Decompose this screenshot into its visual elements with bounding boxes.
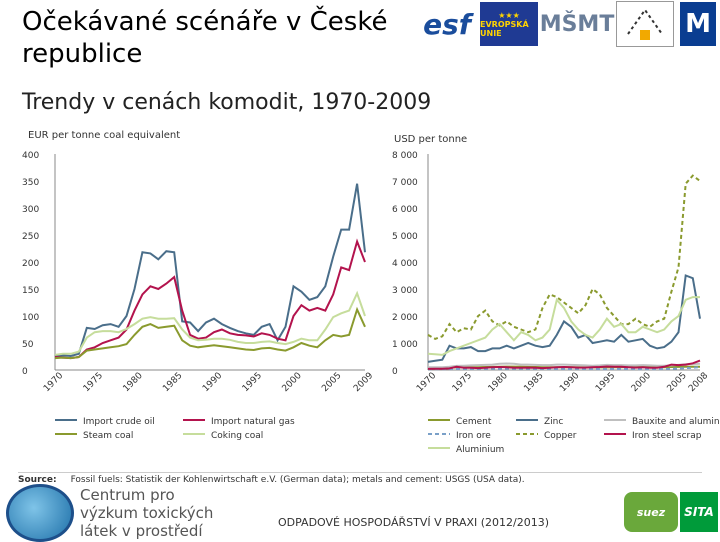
x-tick-label: 1975: [82, 371, 105, 394]
right-ylabel: USD per tonne: [394, 134, 467, 145]
header-logos: esf ★★★ EVROPSKÁ UNIE MŠMT M: [420, 0, 716, 48]
y-tick-label: 2 000: [392, 313, 418, 323]
legend-label: Iron steel scrap: [632, 431, 702, 441]
y-tick-label: 8 000: [392, 151, 418, 161]
course-name: ODPADOVÉ HOSPODÁŘSTVÍ V PRAXI (2012/2013…: [278, 516, 550, 529]
x-tick-label: 1970: [42, 371, 65, 394]
center-logo: Centrum pro výzkum toxických látek v pro…: [6, 484, 230, 542]
series-line-import-natural-gas: [54, 238, 366, 360]
op-logo: [616, 1, 674, 47]
legend-label: Bauxite and alumina: [632, 417, 720, 427]
chart-fossil-fuels: EUR per tonne coal equivalent 0 50 100 150 2…: [22, 130, 376, 441]
legend-label: Copper: [544, 431, 577, 441]
y-tick-label: 250: [22, 232, 39, 242]
x-tick-label: 1975: [451, 371, 474, 394]
series-line-copper: [427, 174, 701, 340]
y-tick-label: 50: [22, 340, 34, 350]
op-logo-icon: [627, 8, 663, 40]
slide-title: Očekávané scénáře v České republice: [22, 7, 388, 69]
series-line-import-crude-oil: [54, 183, 366, 358]
x-tick-label: 1995: [594, 371, 617, 394]
chart-metals: USD per tonne 0 1 000 2 000 3 000 4 000 5 000…: [392, 134, 720, 455]
legend-label: Iron ore: [456, 431, 491, 441]
slide-subtitle: Trendy v cenách komodit, 1970-2009: [22, 90, 432, 115]
y-tick-label: 150: [22, 286, 39, 296]
charts-area: EUR per tonne coal equivalent 0 50 100 150 2…: [22, 130, 720, 455]
x-tick-label: 1980: [122, 371, 145, 394]
y-tick-label: 1 000: [392, 340, 418, 350]
y-tick-label: 0: [22, 367, 28, 377]
x-tick-label: 2005: [666, 371, 689, 394]
y-tick-label: 6 000: [392, 205, 418, 215]
source-label: Source:: [18, 475, 57, 485]
legend-label: Coking coal: [211, 431, 263, 441]
series-line-coking-coal: [54, 290, 366, 356]
y-tick-label: 4 000: [392, 259, 418, 269]
series-line-bauxite-and-alumina: [428, 362, 701, 369]
y-tick-label: 7 000: [392, 178, 418, 188]
y-tick-label: 350: [22, 178, 39, 188]
eu-logo: ★★★ EVROPSKÁ UNIE: [480, 2, 538, 46]
y-tick-label: 400: [22, 151, 39, 161]
x-tick-label: 2009: [352, 371, 375, 394]
suez-logo: suez: [624, 492, 678, 532]
legend-label: Cement: [456, 417, 492, 427]
legend-label: Aluminium: [456, 445, 504, 455]
y-tick-label: 100: [22, 313, 39, 323]
series-line-iron-steel-scrap: [427, 359, 701, 370]
msmt-logo: MŠMT: [539, 11, 615, 37]
x-tick-label: 1985: [161, 371, 184, 394]
x-tick-label: 2005: [320, 371, 343, 394]
legend-label: Import crude oil: [83, 417, 155, 427]
y-tick-label: 0: [392, 367, 398, 377]
y-tick-label: 5 000: [392, 232, 418, 242]
x-tick-label: 1980: [487, 371, 510, 394]
x-tick-label: 2000: [281, 371, 304, 394]
y-tick-label: 300: [22, 205, 39, 215]
globe-icon: [6, 484, 74, 542]
eu-label: EVROPSKÁ UNIE: [480, 19, 529, 38]
sita-logo: SITA: [680, 492, 718, 532]
y-tick-label: 200: [22, 259, 39, 269]
center-name: Centrum pro výzkum toxických látek v pro…: [80, 486, 214, 540]
series-line-zinc: [427, 274, 701, 363]
series-line-steam-coal: [54, 306, 366, 360]
eu-stars-icon: ★★★: [498, 10, 520, 20]
series-line-aluminium: [427, 296, 700, 356]
source-text: Fossil fuels: Statistik der Kohlenwirtsc…: [70, 475, 525, 485]
x-tick-label: 1990: [558, 371, 581, 394]
y-tick-label: 3 000: [392, 286, 418, 296]
legend-label: Zinc: [544, 417, 563, 427]
legend-label: Import natural gas: [211, 417, 295, 427]
x-tick-label: 1990: [201, 371, 224, 394]
x-tick-label: 1995: [241, 371, 264, 394]
x-tick-label: 2008: [687, 371, 710, 394]
x-tick-label: 1970: [415, 371, 438, 394]
x-tick-label: 2000: [630, 371, 653, 394]
mu-logo: M: [680, 2, 716, 46]
x-tick-label: 1985: [522, 371, 545, 394]
esf-logo: esf: [423, 7, 471, 41]
source-note: Source: Fossil fuels: Statistik der Kohl…: [18, 472, 702, 485]
legend-label: Steam coal: [83, 431, 133, 441]
left-ylabel: EUR per tonne coal equivalent: [28, 130, 180, 141]
